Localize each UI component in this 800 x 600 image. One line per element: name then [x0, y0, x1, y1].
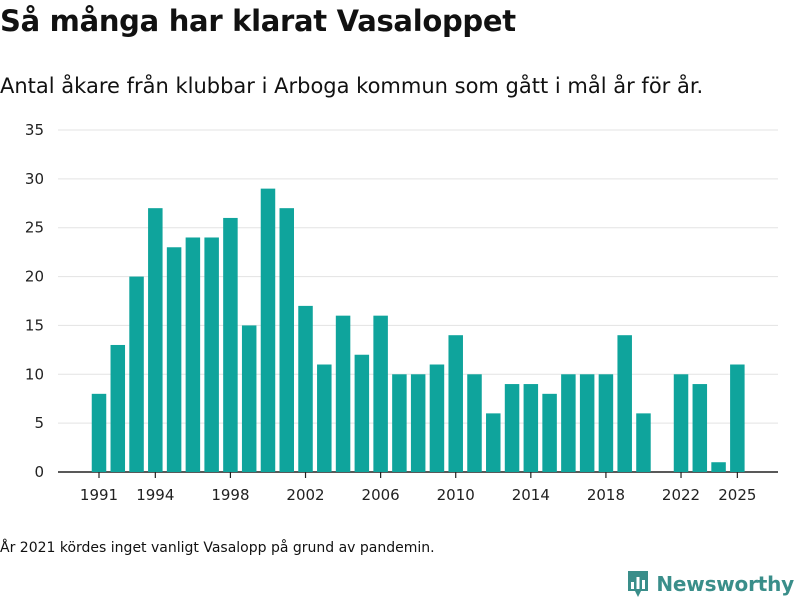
bar-2012 — [486, 413, 501, 472]
x-tick-label: 2022 — [662, 486, 700, 504]
bar-2009 — [429, 364, 445, 472]
x-axis-ticks: 1991 1994 1998 2002 2006 2010 2014 2018 2022 2025 — [80, 472, 756, 504]
chart-title: Så många har klarat Vasaloppet — [0, 4, 516, 38]
bar-2001 — [279, 208, 294, 473]
bar-2007 — [392, 374, 407, 472]
bar-2003 — [317, 364, 332, 472]
bar-1994 — [148, 208, 163, 473]
bar-2002 — [298, 305, 313, 472]
y-tick-label: 20 — [25, 268, 44, 286]
y-tick-label: 25 — [25, 219, 44, 237]
bar-2020 — [636, 413, 651, 472]
bar-2017 — [579, 374, 595, 472]
bar-2024 — [711, 462, 726, 472]
chart-subtitle: Antal åkare från klubbar i Arboga kommun… — [0, 74, 704, 98]
y-axis-ticks: 0 5 10 15 20 25 30 35 — [25, 121, 44, 481]
bar-2000 — [260, 188, 276, 472]
bar-2011 — [467, 374, 482, 472]
bar-1996 — [185, 237, 201, 472]
bar-2018 — [598, 374, 614, 472]
y-tick-label: 15 — [25, 316, 44, 334]
bar-2004 — [335, 315, 351, 472]
bar-2006 — [373, 315, 388, 472]
x-tick-label: 2006 — [362, 486, 400, 504]
y-tick-label: 5 — [34, 414, 44, 432]
bar-1995 — [166, 247, 182, 472]
x-tick-label: 1998 — [211, 486, 249, 504]
bar-2023 — [692, 384, 708, 472]
bar-1998 — [223, 217, 238, 472]
x-tick-label: 1994 — [136, 486, 174, 504]
bar-2013 — [504, 384, 520, 472]
newsworthy-brand[interactable]: Newsworthy — [626, 568, 794, 600]
x-tick-label: 2010 — [437, 486, 475, 504]
x-tick-label: 2014 — [512, 486, 550, 504]
bar-1991 — [91, 393, 107, 472]
x-tick-label: 1991 — [80, 486, 118, 504]
bar-1992 — [110, 344, 126, 472]
bar-2016 — [561, 374, 576, 472]
newsworthy-logo-icon — [628, 571, 649, 597]
bar-1997 — [204, 237, 219, 472]
bar-2015 — [542, 393, 557, 472]
bar-2022 — [673, 374, 689, 472]
bar-2010 — [448, 335, 463, 472]
bar-1993 — [129, 276, 144, 472]
bar-2005 — [354, 354, 370, 472]
x-tick-label: 2018 — [587, 486, 625, 504]
bars — [91, 188, 745, 473]
brand-name: Newsworthy — [656, 572, 794, 596]
x-tick-label: 2002 — [286, 486, 324, 504]
bar-2014 — [523, 384, 539, 472]
footnote: År 2021 kördes inget vanligt Vasalopp på… — [0, 540, 435, 556]
y-tick-label: 30 — [25, 170, 44, 188]
bar-2019 — [617, 335, 632, 472]
y-tick-label: 10 — [25, 365, 44, 383]
y-tick-label: 0 — [34, 463, 44, 481]
bar-2025 — [730, 364, 745, 472]
x-tick-label: 2025 — [718, 486, 756, 504]
y-tick-label: 35 — [25, 121, 44, 139]
bar-1999 — [241, 325, 257, 472]
bar-2008 — [410, 374, 426, 472]
